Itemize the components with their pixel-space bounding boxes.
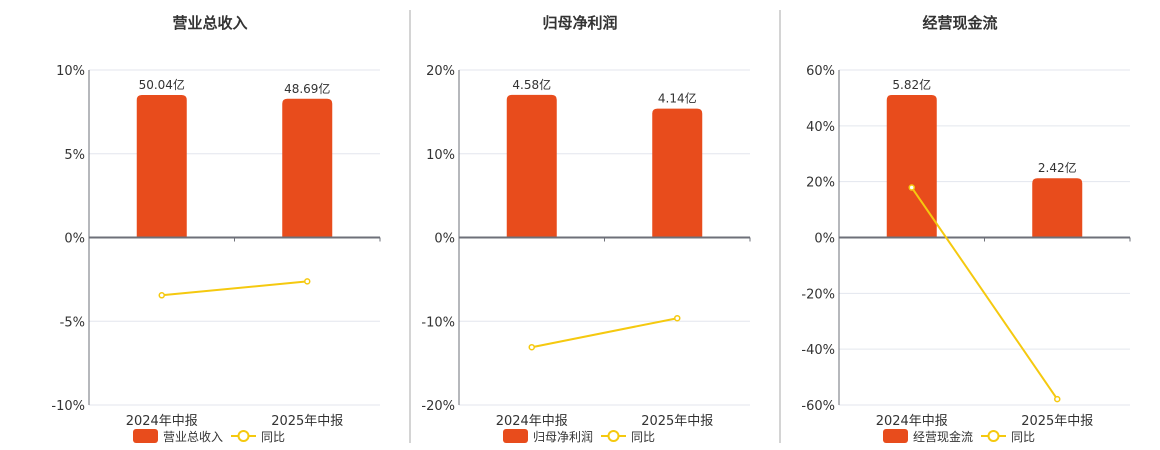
y-tick-label: -20% [801,287,835,302]
bar-value-label: 5.82亿 [892,77,931,92]
legend-bar-swatch[interactable] [133,429,158,443]
legend-line-label: 同比 [1011,430,1035,444]
legend: 营业总收入 同比 [133,429,285,444]
y-tick-label: 20% [426,64,455,79]
legend-line-marker [607,430,620,442]
y-tick-label: 10% [426,148,455,163]
legend: 经营现金流 同比 [883,429,1035,444]
yoy-line [161,280,308,297]
yoy-point[interactable] [1054,395,1061,403]
chart-panel-2: 归母净利润 20% 10% 0% -10% -20% 4.58亿 4.14亿 2024年中报 20… [421,14,751,444]
y-tick-label: 60% [806,64,835,79]
chart-panel-3: 经营现金流 60% 40% 20% 0% -20% -40% -60% 5.82亿 2.42亿 20… [801,14,1131,444]
bar[interactable] [652,108,703,238]
yoy-point[interactable] [674,314,681,322]
legend-bar-label: 归母净利润 [533,430,593,444]
bar-value-label: 48.69亿 [284,81,330,96]
legend-line-marker [987,430,1000,442]
yoy-point[interactable] [158,292,165,299]
bar[interactable] [282,98,333,238]
legend: 归母净利润 同比 [503,429,655,444]
bar-value-label: 4.58亿 [512,77,551,92]
y-tick-label: 10% [56,64,85,79]
legend-bar-label: 经营现金流 [913,429,973,444]
legend-line-marker [237,430,250,442]
chart-panel-1: 营业总收入 10% 5% 0% -5% -10% 50.04亿 48.69亿 2024年中报 20… [51,14,381,444]
yoy-line [531,317,678,349]
bar-value-label: 50.04亿 [139,77,185,92]
y-tick-label: -60% [801,399,835,414]
x-category-label: 2024年中报 [496,414,568,429]
legend-line-label: 同比 [261,430,285,444]
chart-title: 营业总收入 [172,14,247,32]
x-category-label: 2024年中报 [876,414,948,429]
y-tick-label: -20% [421,399,455,414]
bar[interactable] [136,94,187,238]
bar-value-label: 4.14亿 [658,91,697,106]
y-tick-label: -5% [60,315,85,330]
bar[interactable] [1032,178,1083,238]
y-tick-label: 40% [806,120,835,135]
chart-title: 经营现金流 [922,14,997,32]
y-tick-label: 0% [814,232,835,247]
legend-bar-swatch[interactable] [883,429,908,443]
yoy-point[interactable] [528,343,535,351]
bar-value-label: 2.42亿 [1038,160,1077,175]
y-tick-label: -40% [801,343,835,358]
legend-line-label: 同比 [631,430,655,444]
y-tick-label: 0% [64,232,85,247]
y-tick-label: 20% [806,176,835,191]
bar[interactable] [886,94,937,238]
bar[interactable] [506,94,557,238]
y-tick-label: 0% [434,232,455,247]
yoy-point[interactable] [304,278,311,285]
legend-bar-label: 营业总收入 [163,430,223,444]
chart-title: 归母净利润 [542,14,617,32]
y-tick-label: -10% [51,399,85,414]
x-category-label: 2025年中报 [641,414,713,429]
legend-bar-swatch[interactable] [503,429,528,443]
x-category-label: 2025年中报 [271,414,343,429]
yoy-point[interactable] [908,184,915,191]
yoy-line [910,186,1059,400]
x-category-label: 2025年中报 [1021,414,1093,429]
y-tick-label: 5% [64,148,85,163]
y-tick-label: -10% [421,315,455,330]
x-category-label: 2024年中报 [126,414,198,429]
